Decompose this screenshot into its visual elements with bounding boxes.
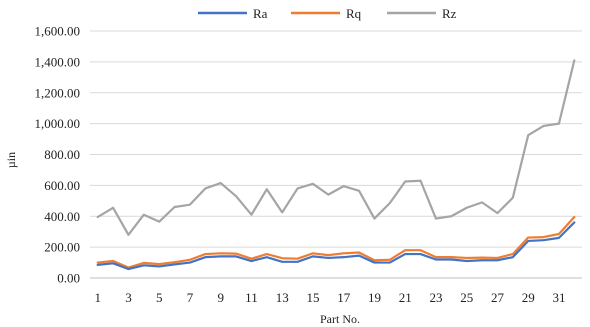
x-tick-label: 9 — [217, 290, 224, 305]
x-tick-label: 19 — [368, 290, 381, 305]
y-axis-title: µin — [4, 152, 18, 168]
x-tick-label: 17 — [337, 290, 351, 305]
x-tick-label: 5 — [156, 290, 163, 305]
y-tick-label: 200.00 — [44, 240, 80, 255]
y-tick-label: 1,600.00 — [35, 24, 81, 39]
x-tick-label: 13 — [276, 290, 289, 305]
x-tick-label: 23 — [429, 290, 442, 305]
x-tick-label: 1 — [94, 290, 101, 305]
x-tick-label: 7 — [187, 290, 194, 305]
y-tick-label: 1,400.00 — [35, 54, 81, 69]
y-tick-label: 400.00 — [44, 209, 80, 224]
y-tick-label: 1,000.00 — [35, 116, 81, 131]
series-line-rz — [96, 59, 576, 236]
x-tick-label: 21 — [399, 290, 412, 305]
series-line-ra — [96, 221, 576, 271]
gridlines — [90, 30, 582, 279]
series-lines — [96, 59, 576, 271]
legend-label-ra: Ra — [253, 6, 268, 21]
x-tick-label: 11 — [245, 290, 258, 305]
y-tick-label: 600.00 — [44, 178, 80, 193]
y-axis-tick-labels: 0.00 200.00 400.00 600.00 800.00 1,000.00 1,20… — [35, 24, 81, 286]
x-tick-label: 27 — [491, 290, 505, 305]
y-tick-label: 1,200.00 — [35, 85, 81, 100]
x-axis-tick-labels: 1 3 5 7 9 11 13 15 17 19 21 23 25 27 29 31 — [94, 290, 565, 305]
x-tick-label: 15 — [306, 290, 319, 305]
y-tick-label: 0.00 — [57, 271, 80, 286]
x-tick-label: 25 — [460, 290, 473, 305]
x-tick-label: 31 — [552, 290, 565, 305]
x-axis-title: Part No. — [320, 312, 360, 326]
x-tick-label: 29 — [522, 290, 535, 305]
legend: Ra Rq Rz — [198, 6, 457, 21]
legend-label-rz: Rz — [442, 6, 457, 21]
x-tick-label: 3 — [125, 290, 132, 305]
y-tick-label: 800.00 — [44, 147, 80, 162]
series-line-rq — [96, 215, 576, 269]
legend-label-rq: Rq — [346, 6, 362, 21]
